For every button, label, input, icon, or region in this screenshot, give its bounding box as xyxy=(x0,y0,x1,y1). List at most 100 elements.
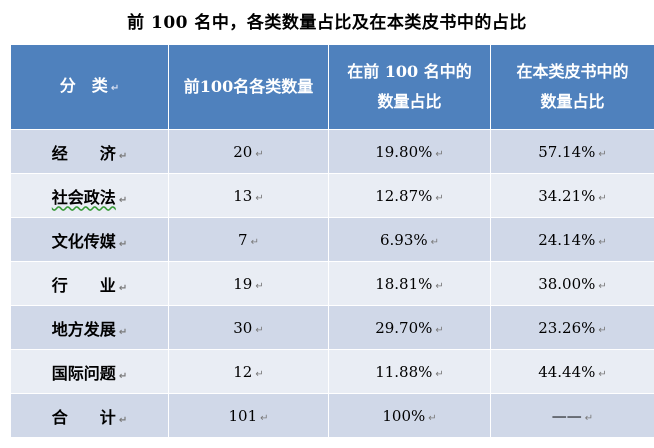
paragraph-mark-icon: ↵ xyxy=(118,326,128,338)
paragraph-mark-icon: ↵ xyxy=(435,192,444,204)
cell-count-value: 19 xyxy=(233,274,253,293)
header-category: 分 类 ↵ xyxy=(10,44,169,130)
table-row: 文化传媒 ↵ 7 ↵ 6.93% ↵ 24.14% ↵ xyxy=(10,217,654,262)
paragraph-mark-icon: ↵ xyxy=(118,414,128,426)
cell-top-share-value: 100% xyxy=(382,406,426,425)
cell-top-share-value: 29.70% xyxy=(375,318,433,337)
cell-count-value: 101 xyxy=(228,406,258,425)
cell-category: 社会政法 ↵ xyxy=(10,173,169,218)
cell-category: 文化传媒 ↵ xyxy=(10,217,169,262)
header-type-share: 在本类皮书中的 数量占比 xyxy=(490,44,654,130)
header-row: 分 类 ↵ 前100名各类数量 在前 100 名中的 数量占比 在本类皮书中的 数… xyxy=(10,44,654,130)
cell-top-share: 18.81% ↵ xyxy=(328,261,491,306)
cell-type-share: 34.21% ↵ xyxy=(490,173,654,218)
cell-category: 行 业 ↵ xyxy=(10,261,169,306)
paragraph-mark-icon: ↵ xyxy=(118,370,128,382)
paragraph-mark-icon: ↵ xyxy=(598,368,607,380)
paragraph-mark-icon: ↵ xyxy=(598,148,607,160)
paragraph-mark-icon: ↵ xyxy=(598,236,607,248)
cell-type-share-value: 23.26% xyxy=(538,318,596,337)
cell-type-share-value: 57.14% xyxy=(538,142,596,161)
cell-top-share: 11.88% ↵ xyxy=(328,349,491,394)
header-top-share: 在前 100 名中的 数量占比 xyxy=(328,44,491,130)
paragraph-mark-icon: ↵ xyxy=(260,412,269,424)
cell-type-share: 38.00% ↵ xyxy=(490,261,654,306)
table-row: 经 济 ↵ 20 ↵ 19.80% ↵ 57.14% ↵ xyxy=(10,129,654,174)
cell-category-value: 合 计 xyxy=(51,407,116,427)
paragraph-mark-icon: ↵ xyxy=(435,148,444,160)
paragraph-mark-icon: ↵ xyxy=(598,192,607,204)
table-title: 前 100 名中，各类数量占比及在本类皮书中的占比 xyxy=(127,13,527,33)
cell-type-share-value: 34.21% xyxy=(538,186,596,205)
cell-type-share-value: —— xyxy=(551,406,582,425)
cell-category-value: 文化传媒 xyxy=(51,231,116,251)
header-top-share-line2: 数量占比 xyxy=(377,92,442,111)
cell-count: 12 ↵ xyxy=(168,349,329,394)
paragraph-mark-icon: ↵ xyxy=(118,194,128,206)
paragraph-mark-icon: ↵ xyxy=(430,236,440,248)
paragraph-mark-icon: ↵ xyxy=(435,280,444,292)
cell-category-value: 经 济 xyxy=(51,143,116,163)
cell-type-share-value: 44.44% xyxy=(538,362,596,381)
paragraph-mark-icon: ↵ xyxy=(110,82,120,94)
cell-count-value: 12 xyxy=(233,362,253,381)
paragraph-mark-icon: ↵ xyxy=(584,412,594,424)
paragraph-mark-icon: ↵ xyxy=(255,192,264,204)
cell-type-share: —— ↵ xyxy=(490,393,654,438)
cell-top-share: 12.87% ↵ xyxy=(328,173,491,218)
paragraph-mark-icon: ↵ xyxy=(598,324,607,336)
cell-category-value: 地方发展 xyxy=(51,319,116,339)
cell-count: 30 ↵ xyxy=(168,305,329,350)
cell-type-share: 57.14% ↵ xyxy=(490,129,654,174)
cell-category: 经 济 ↵ xyxy=(10,129,169,174)
cell-category-value: 行 业 xyxy=(51,275,116,295)
cell-top-share: 29.70% ↵ xyxy=(328,305,491,350)
paragraph-mark-icon: ↵ xyxy=(435,324,444,336)
header-type-share-line1: 在本类皮书中的 xyxy=(516,62,629,81)
table-row: 社会政法 ↵ 13 ↵ 12.87% ↵ 34.21% ↵ xyxy=(10,173,654,218)
table-row: 行 业 ↵ 19 ↵ 18.81% ↵ 38.00% ↵ xyxy=(10,261,654,306)
cell-count: 19 ↵ xyxy=(168,261,329,306)
cell-top-share-value: 11.88% xyxy=(375,362,433,381)
cell-count-value: 20 xyxy=(233,142,253,161)
table-row: 地方发展 ↵ 30 ↵ 29.70% ↵ 23.26% ↵ xyxy=(10,305,654,350)
cell-category: 地方发展 ↵ xyxy=(10,305,169,350)
header-category-label: 分 类 xyxy=(59,75,108,95)
cell-top-share-value: 12.87% xyxy=(375,186,433,205)
paragraph-mark-icon: ↵ xyxy=(118,150,128,162)
cell-top-share-value: 6.93% xyxy=(379,230,428,249)
paragraph-mark-icon: ↵ xyxy=(435,368,444,380)
cell-top-share: 100% ↵ xyxy=(328,393,491,438)
cell-top-share: 6.93% ↵ xyxy=(328,217,491,262)
header-type-share-line2: 数量占比 xyxy=(540,92,605,111)
paragraph-mark-icon: ↵ xyxy=(250,236,259,248)
paragraph-mark-icon: ↵ xyxy=(428,412,437,424)
paragraph-mark-icon: ↵ xyxy=(255,148,264,160)
cell-type-share-value: 24.14% xyxy=(538,230,596,249)
stats-table: 分 类 ↵ 前100名各类数量 在前 100 名中的 数量占比 在本类皮书中的 数… xyxy=(10,44,654,438)
paragraph-mark-icon: ↵ xyxy=(598,280,607,292)
cell-count-value: 13 xyxy=(233,186,253,205)
cell-count: 13 ↵ xyxy=(168,173,329,218)
cell-top-share-value: 19.80% xyxy=(375,142,433,161)
paragraph-mark-icon: ↵ xyxy=(255,280,264,292)
paragraph-mark-icon: ↵ xyxy=(255,368,264,380)
paragraph-mark-icon: ↵ xyxy=(255,324,264,336)
cell-category: 国际问题 ↵ xyxy=(10,349,169,394)
cell-type-share: 23.26% ↵ xyxy=(490,305,654,350)
cell-count-value: 7 xyxy=(238,230,248,249)
table-row: 合 计 ↵ 101 ↵ 100% ↵ —— ↵ xyxy=(10,393,654,438)
cell-count: 101 ↵ xyxy=(168,393,329,438)
cell-count: 7 ↵ xyxy=(168,217,329,262)
table-row: 国际问题 ↵ 12 ↵ 11.88% ↵ 44.44% ↵ xyxy=(10,349,654,394)
cell-count-value: 30 xyxy=(233,318,253,337)
cell-type-share-value: 38.00% xyxy=(538,274,596,293)
paragraph-mark-icon: ↵ xyxy=(118,282,128,294)
cell-category-value: 国际问题 xyxy=(51,363,116,383)
header-count-label: 前100名各类数量 xyxy=(183,77,314,96)
cell-category: 合 计 ↵ xyxy=(10,393,169,438)
cell-type-share: 24.14% ↵ xyxy=(490,217,654,262)
cell-top-share-value: 18.81% xyxy=(375,274,433,293)
paragraph-mark-icon: ↵ xyxy=(118,238,128,250)
cell-count: 20 ↵ xyxy=(168,129,329,174)
